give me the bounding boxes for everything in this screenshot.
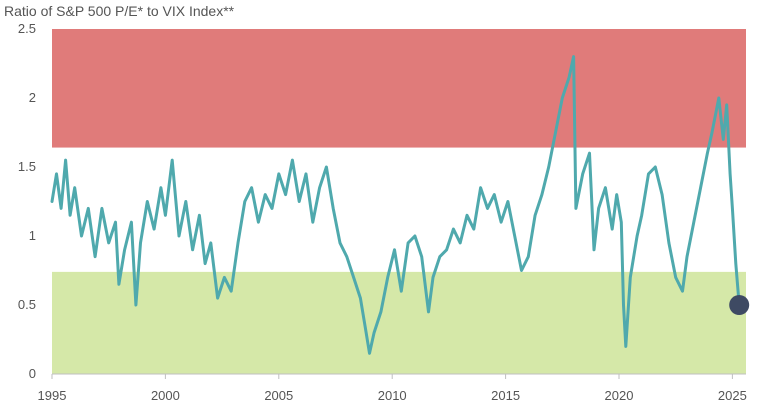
x-tick-label: 2025 xyxy=(718,388,747,403)
marker-layer xyxy=(729,295,750,315)
series-line-0 xyxy=(50,55,741,355)
x-tick-label: 2005 xyxy=(264,388,293,403)
series-layer xyxy=(50,55,741,355)
y-tick-label: 0 xyxy=(29,366,36,381)
x-tick-label: 2000 xyxy=(151,388,180,403)
x-tick-label: 2015 xyxy=(491,388,520,403)
latest-value-marker xyxy=(729,295,750,315)
threshold-bands xyxy=(52,29,746,374)
x-tick-label: 1995 xyxy=(38,388,67,403)
band-low xyxy=(52,271,746,374)
y-tick-label: 1.5 xyxy=(18,159,36,174)
chart-title: Ratio of S&P 500 P/E* to VIX Index** xyxy=(4,3,235,19)
band-mid xyxy=(52,147,746,272)
axes: 0 0.5 1 1.5 2 2.5 1995 2000 2005 2010 2015 2020 2025 xyxy=(18,21,747,403)
x-tick-label: 2020 xyxy=(605,388,634,403)
y-tick-label: 0.5 xyxy=(18,297,36,312)
x-tick-label: 2010 xyxy=(378,388,407,403)
y-tick-label: 1 xyxy=(29,228,36,243)
band-high xyxy=(52,29,746,148)
y-tick-label: 2.5 xyxy=(18,21,36,36)
y-tick-label: 2 xyxy=(29,90,36,105)
